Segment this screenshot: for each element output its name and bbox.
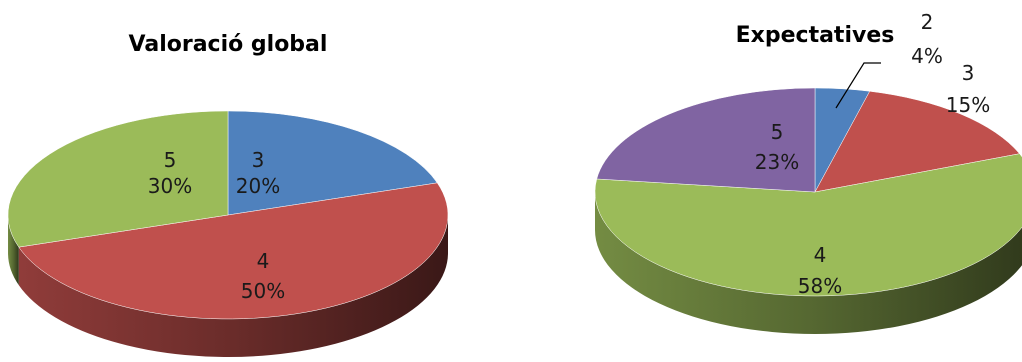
slice-percent-label: 20% <box>236 174 280 198</box>
pie-slice-3 <box>227 110 438 216</box>
slice-category-label: 5 <box>771 120 784 144</box>
slice-percent-label: 23% <box>755 150 799 174</box>
pie-slice-5 <box>7 110 229 248</box>
chart-title: Valoració global <box>129 32 328 57</box>
slice-category-label: 3 <box>252 148 265 172</box>
slice-percent-label: 4% <box>911 44 943 68</box>
pie-data-labels: 2 4% 3 15% 4 58% 5 23% <box>755 10 990 298</box>
slice-percent-label: 50% <box>241 279 285 303</box>
slice-percent-label: 30% <box>148 174 192 198</box>
slice-category-label: 4 <box>814 243 827 267</box>
slice-category-label: 2 <box>921 10 934 34</box>
pie-data-labels: 320% 4 50% 530% <box>148 148 285 303</box>
pie-slice-5 <box>596 87 816 193</box>
pie-chart-expectatives: 2 4% 3 15% 4 58% 5 23% Expectatives <box>594 10 1022 334</box>
pie-top-slices <box>594 87 1022 297</box>
pie-top-slices <box>7 110 449 320</box>
pie-chart-valoracio-global: 320% 4 50% 530% Valoració global <box>7 32 449 357</box>
pie-side-walls <box>8 215 448 357</box>
slice-percent-label: 58% <box>798 274 842 298</box>
pie-slice-3 <box>814 90 1021 193</box>
pie-side-5 <box>8 215 19 286</box>
slice-percent-label: 15% <box>946 93 990 117</box>
slice-category-label: 4 <box>257 249 270 273</box>
slice-category-label: 3 <box>962 61 975 85</box>
chart-title: Expectatives <box>736 23 895 48</box>
pie-slice-4 <box>18 182 449 320</box>
leader-line <box>835 62 881 109</box>
slice-category-label: 5 <box>164 148 177 172</box>
pie-side-4 <box>18 215 448 357</box>
pie-side-walls <box>595 192 1022 334</box>
pie-side-4 <box>595 192 1022 334</box>
pie-slice-4 <box>594 153 1022 297</box>
